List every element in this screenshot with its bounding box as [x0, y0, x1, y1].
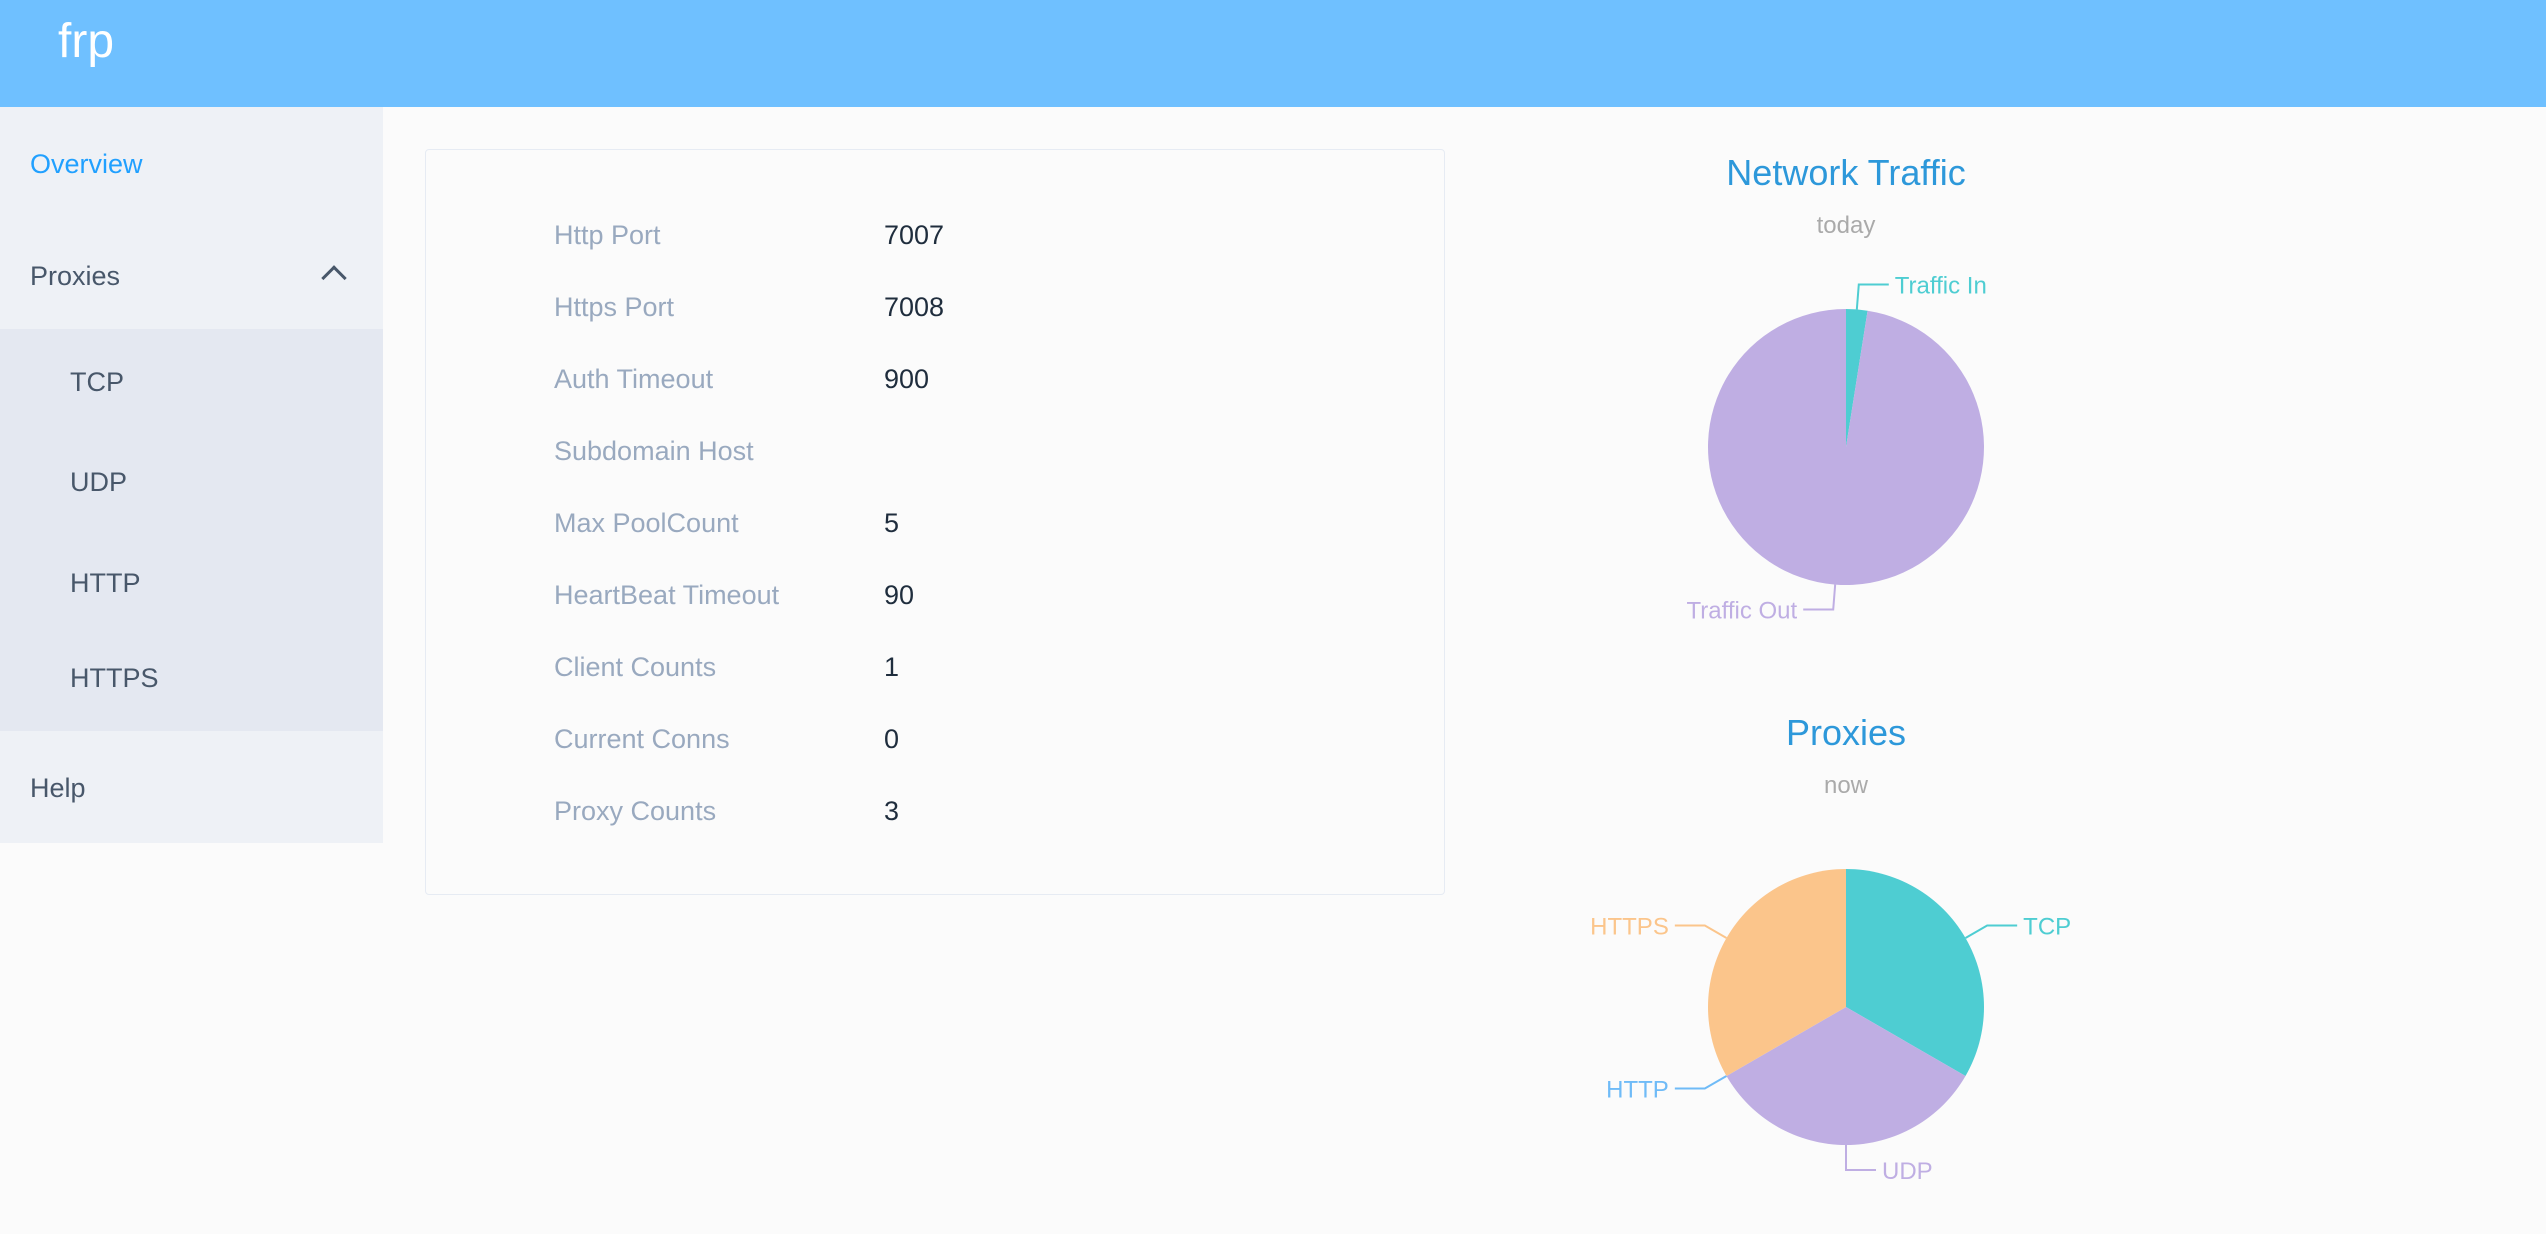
- pie-slice-traffic-in[interactable]: [1846, 309, 1868, 447]
- sidebar-item-https[interactable]: HTTPS: [0, 625, 383, 731]
- info-value: 90: [884, 580, 915, 610]
- server-info-card: Http Port 7007 Https Port 7008 Auth Timeout 9…: [425, 149, 1445, 895]
- info-value: 7008: [884, 292, 945, 322]
- sidebar-item-label: Proxies: [30, 261, 121, 291]
- sidebar-item-tcp[interactable]: TCP: [0, 329, 383, 435]
- info-label: Auth Timeout: [554, 364, 714, 394]
- info-value: 3: [884, 796, 900, 826]
- pie-slice-udp[interactable]: [1726, 1007, 1966, 1145]
- label-line: [1965, 924, 2018, 939]
- chart-title-proxies: Proxies: [1785, 712, 1907, 753]
- label-line: [1855, 283, 1889, 310]
- info-label: Current Conns: [554, 724, 730, 754]
- info-label: Subdomain Host: [554, 436, 754, 466]
- info-label: Proxy Counts: [554, 796, 717, 826]
- pie-label: HTTPS: [1590, 914, 1669, 941]
- info-label: Max PoolCount: [554, 508, 739, 538]
- sidebar-item-udp[interactable]: UDP: [0, 429, 383, 535]
- info-label: Http Port: [554, 220, 661, 250]
- sidebar-item-http[interactable]: HTTP: [0, 530, 383, 636]
- info-value: 0: [884, 724, 900, 754]
- pie-label: UDP: [1882, 1158, 1933, 1185]
- pie-label: Traffic In: [1895, 273, 1987, 300]
- header: frp: [0, 0, 2546, 107]
- sidebar-item-proxies[interactable]: Proxies: [0, 223, 383, 329]
- info-label: Https Port: [554, 292, 675, 322]
- info-value: 5: [884, 508, 900, 538]
- pie-slice-tcp[interactable]: [1846, 869, 1984, 1076]
- info-value: 1: [884, 652, 900, 682]
- chart-subtitle-proxies: now: [1823, 772, 1869, 799]
- chart-title-traffic: Network Traffic: [1726, 152, 1966, 193]
- pie-label: HTTP: [1606, 1077, 1669, 1104]
- pie-slice-https[interactable]: [1708, 869, 1846, 1076]
- sidebar-item-help[interactable]: Help: [30, 773, 86, 803]
- sidebar-item-overview[interactable]: Overview: [30, 149, 143, 179]
- label-line: [1803, 584, 1837, 611]
- chart-subtitle-traffic: today: [1816, 212, 1876, 239]
- info-label: Client Counts: [554, 652, 717, 682]
- chevron-up-icon: [321, 265, 347, 291]
- info-label: HeartBeat Timeout: [554, 580, 780, 610]
- label-line: [1845, 1145, 1876, 1171]
- pie-slice-traffic-out[interactable]: [1708, 309, 1984, 585]
- charts: Traffic In Traffic Out TCP UDP HTTP HTTPS: [1590, 273, 2071, 1185]
- sidebar: Overview Proxies TCP UDP HTTP HTTPS Help: [0, 107, 383, 843]
- info-value: 7007: [884, 220, 945, 250]
- logo: frp: [58, 15, 115, 68]
- pie-label: Traffic Out: [1687, 597, 1798, 624]
- label-line: [1674, 924, 1727, 939]
- pie-label: TCP: [2023, 914, 2071, 941]
- info-value: 900: [884, 364, 930, 394]
- label-line: [1674, 1075, 1727, 1090]
